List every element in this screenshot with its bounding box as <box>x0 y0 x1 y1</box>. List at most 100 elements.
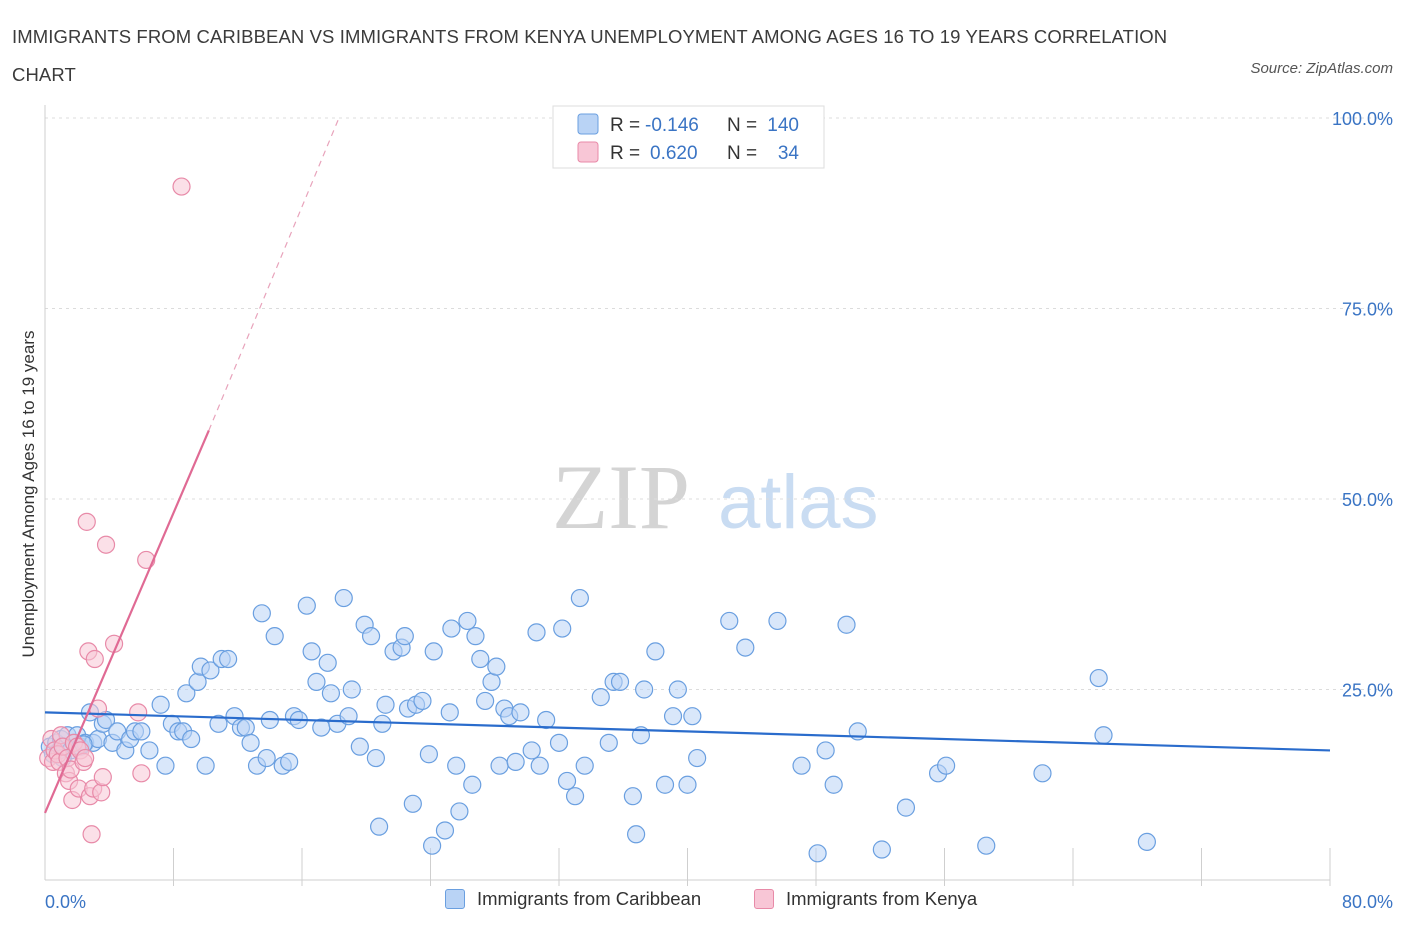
watermark-zip: ZIP <box>552 446 690 548</box>
caribbean-point <box>395 627 414 646</box>
caribbean-point <box>373 714 392 733</box>
caribbean-point <box>423 836 442 855</box>
caribbean-point <box>219 649 238 669</box>
legend-n-value-kenya: 34 <box>778 143 800 164</box>
caribbean-point <box>553 619 572 638</box>
caribbean-point <box>280 752 299 771</box>
caribbean-point <box>549 733 569 752</box>
caribbean-point <box>334 588 353 608</box>
caribbean-point <box>816 741 835 760</box>
caribbean-point <box>565 787 585 806</box>
y-tick-labels: 25.0% 50.0% 75.0% 100.0% <box>1332 109 1393 701</box>
data-points <box>39 177 1156 863</box>
caribbean-point <box>527 623 546 642</box>
caribbean-point <box>635 680 654 699</box>
caribbean-point <box>297 596 316 615</box>
caribbean-point <box>610 672 630 691</box>
caribbean-point <box>736 638 755 657</box>
caribbean-point <box>140 741 159 760</box>
caribbean-point <box>1137 832 1156 852</box>
caribbean-point <box>720 611 739 631</box>
kenya-trend-extension <box>208 117 340 431</box>
caribbean-point <box>361 627 381 646</box>
caribbean-point <box>678 775 697 794</box>
caribbean-point <box>350 737 369 756</box>
correlation-legend: R = -0.146 N = 140 R = 0.620 N = 34 <box>552 105 825 169</box>
caribbean-point <box>668 680 687 699</box>
legend-label-kenya: Immigrants from Kenya <box>786 888 978 909</box>
caribbean-point <box>307 672 326 691</box>
caribbean-point <box>447 756 466 775</box>
legend-r-value-kenya: 0.620 <box>650 143 698 164</box>
kenya-point <box>137 550 156 570</box>
caribbean-point <box>977 836 996 855</box>
x-tick-label-max: 80.0% <box>1342 892 1393 912</box>
caribbean-point <box>557 771 577 791</box>
caribbean-point <box>209 714 228 733</box>
caribbean-point <box>196 756 215 775</box>
legend-r-label-caribbean: R = <box>610 115 640 136</box>
series-legend: Immigrants from Caribbean Immigrants fro… <box>0 888 1406 918</box>
caribbean-point <box>570 588 589 608</box>
caribbean-point <box>182 729 201 749</box>
legend-marker-kenya <box>754 889 774 909</box>
kenya-point <box>93 768 112 787</box>
caribbean-point <box>511 703 530 722</box>
caribbean-point <box>419 745 438 764</box>
legend-item-caribbean[interactable]: Immigrants from Caribbean <box>445 888 701 910</box>
caribbean-point <box>655 775 675 794</box>
kenya-point <box>132 764 151 783</box>
legend-r-label-kenya: R = <box>610 143 640 164</box>
caribbean-point <box>151 695 170 714</box>
kenya-point <box>129 703 148 722</box>
caribbean-point <box>302 642 321 661</box>
y-axis-label: Unemployment Among Ages 16 to 19 years <box>19 331 38 658</box>
caribbean-point <box>440 703 459 722</box>
caribbean-point <box>937 756 956 775</box>
caribbean-point <box>490 756 509 775</box>
caribbean-point <box>482 672 501 691</box>
source-label: Source: ZipAtlas.com <box>1250 60 1393 77</box>
caribbean-point <box>522 741 541 760</box>
caribbean-point <box>1089 668 1108 688</box>
caribbean-point <box>487 657 506 676</box>
caribbean-point <box>896 798 916 817</box>
caribbean-point <box>837 615 856 634</box>
caribbean-point <box>599 733 618 752</box>
caribbean-point <box>241 733 260 752</box>
caribbean-point <box>177 684 196 703</box>
caribbean-point <box>768 611 787 631</box>
legend-n-label-caribbean: N = <box>727 115 757 136</box>
caribbean-point <box>463 775 482 794</box>
caribbean-point <box>201 661 220 680</box>
caribbean-point <box>450 802 469 821</box>
caribbean-point <box>824 775 843 794</box>
y-tick-label-75: 75.0% <box>1342 300 1393 320</box>
caribbean-point <box>403 794 422 813</box>
kenya-point <box>76 748 95 768</box>
caribbean-point <box>1094 726 1113 745</box>
caribbean-point <box>442 619 461 638</box>
caribbean-point <box>808 844 827 863</box>
y-tick-label-25: 25.0% <box>1342 681 1393 701</box>
x-tick-label-min: 0.0% <box>45 892 86 912</box>
legend-swatch-kenya <box>577 141 599 163</box>
caribbean-point <box>623 787 642 806</box>
caribbean-point <box>257 748 276 768</box>
legend-marker-caribbean <box>445 889 465 909</box>
caribbean-point <box>530 756 549 775</box>
y-tick-label-50: 50.0% <box>1342 490 1393 510</box>
legend-item-kenya[interactable]: Immigrants from Kenya <box>754 888 977 910</box>
caribbean-point <box>646 642 665 661</box>
caribbean-point <box>626 825 646 844</box>
kenya-point <box>77 512 96 531</box>
caribbean-point <box>376 695 395 714</box>
y-tick-label-100: 100.0% <box>1332 109 1393 129</box>
caribbean-trend-line <box>44 711 1331 752</box>
legend-n-label-kenya: N = <box>727 143 757 164</box>
caribbean-point <box>252 604 271 623</box>
caribbean-point <box>683 707 702 726</box>
caribbean-point <box>342 680 361 699</box>
caribbean-point <box>424 642 443 661</box>
